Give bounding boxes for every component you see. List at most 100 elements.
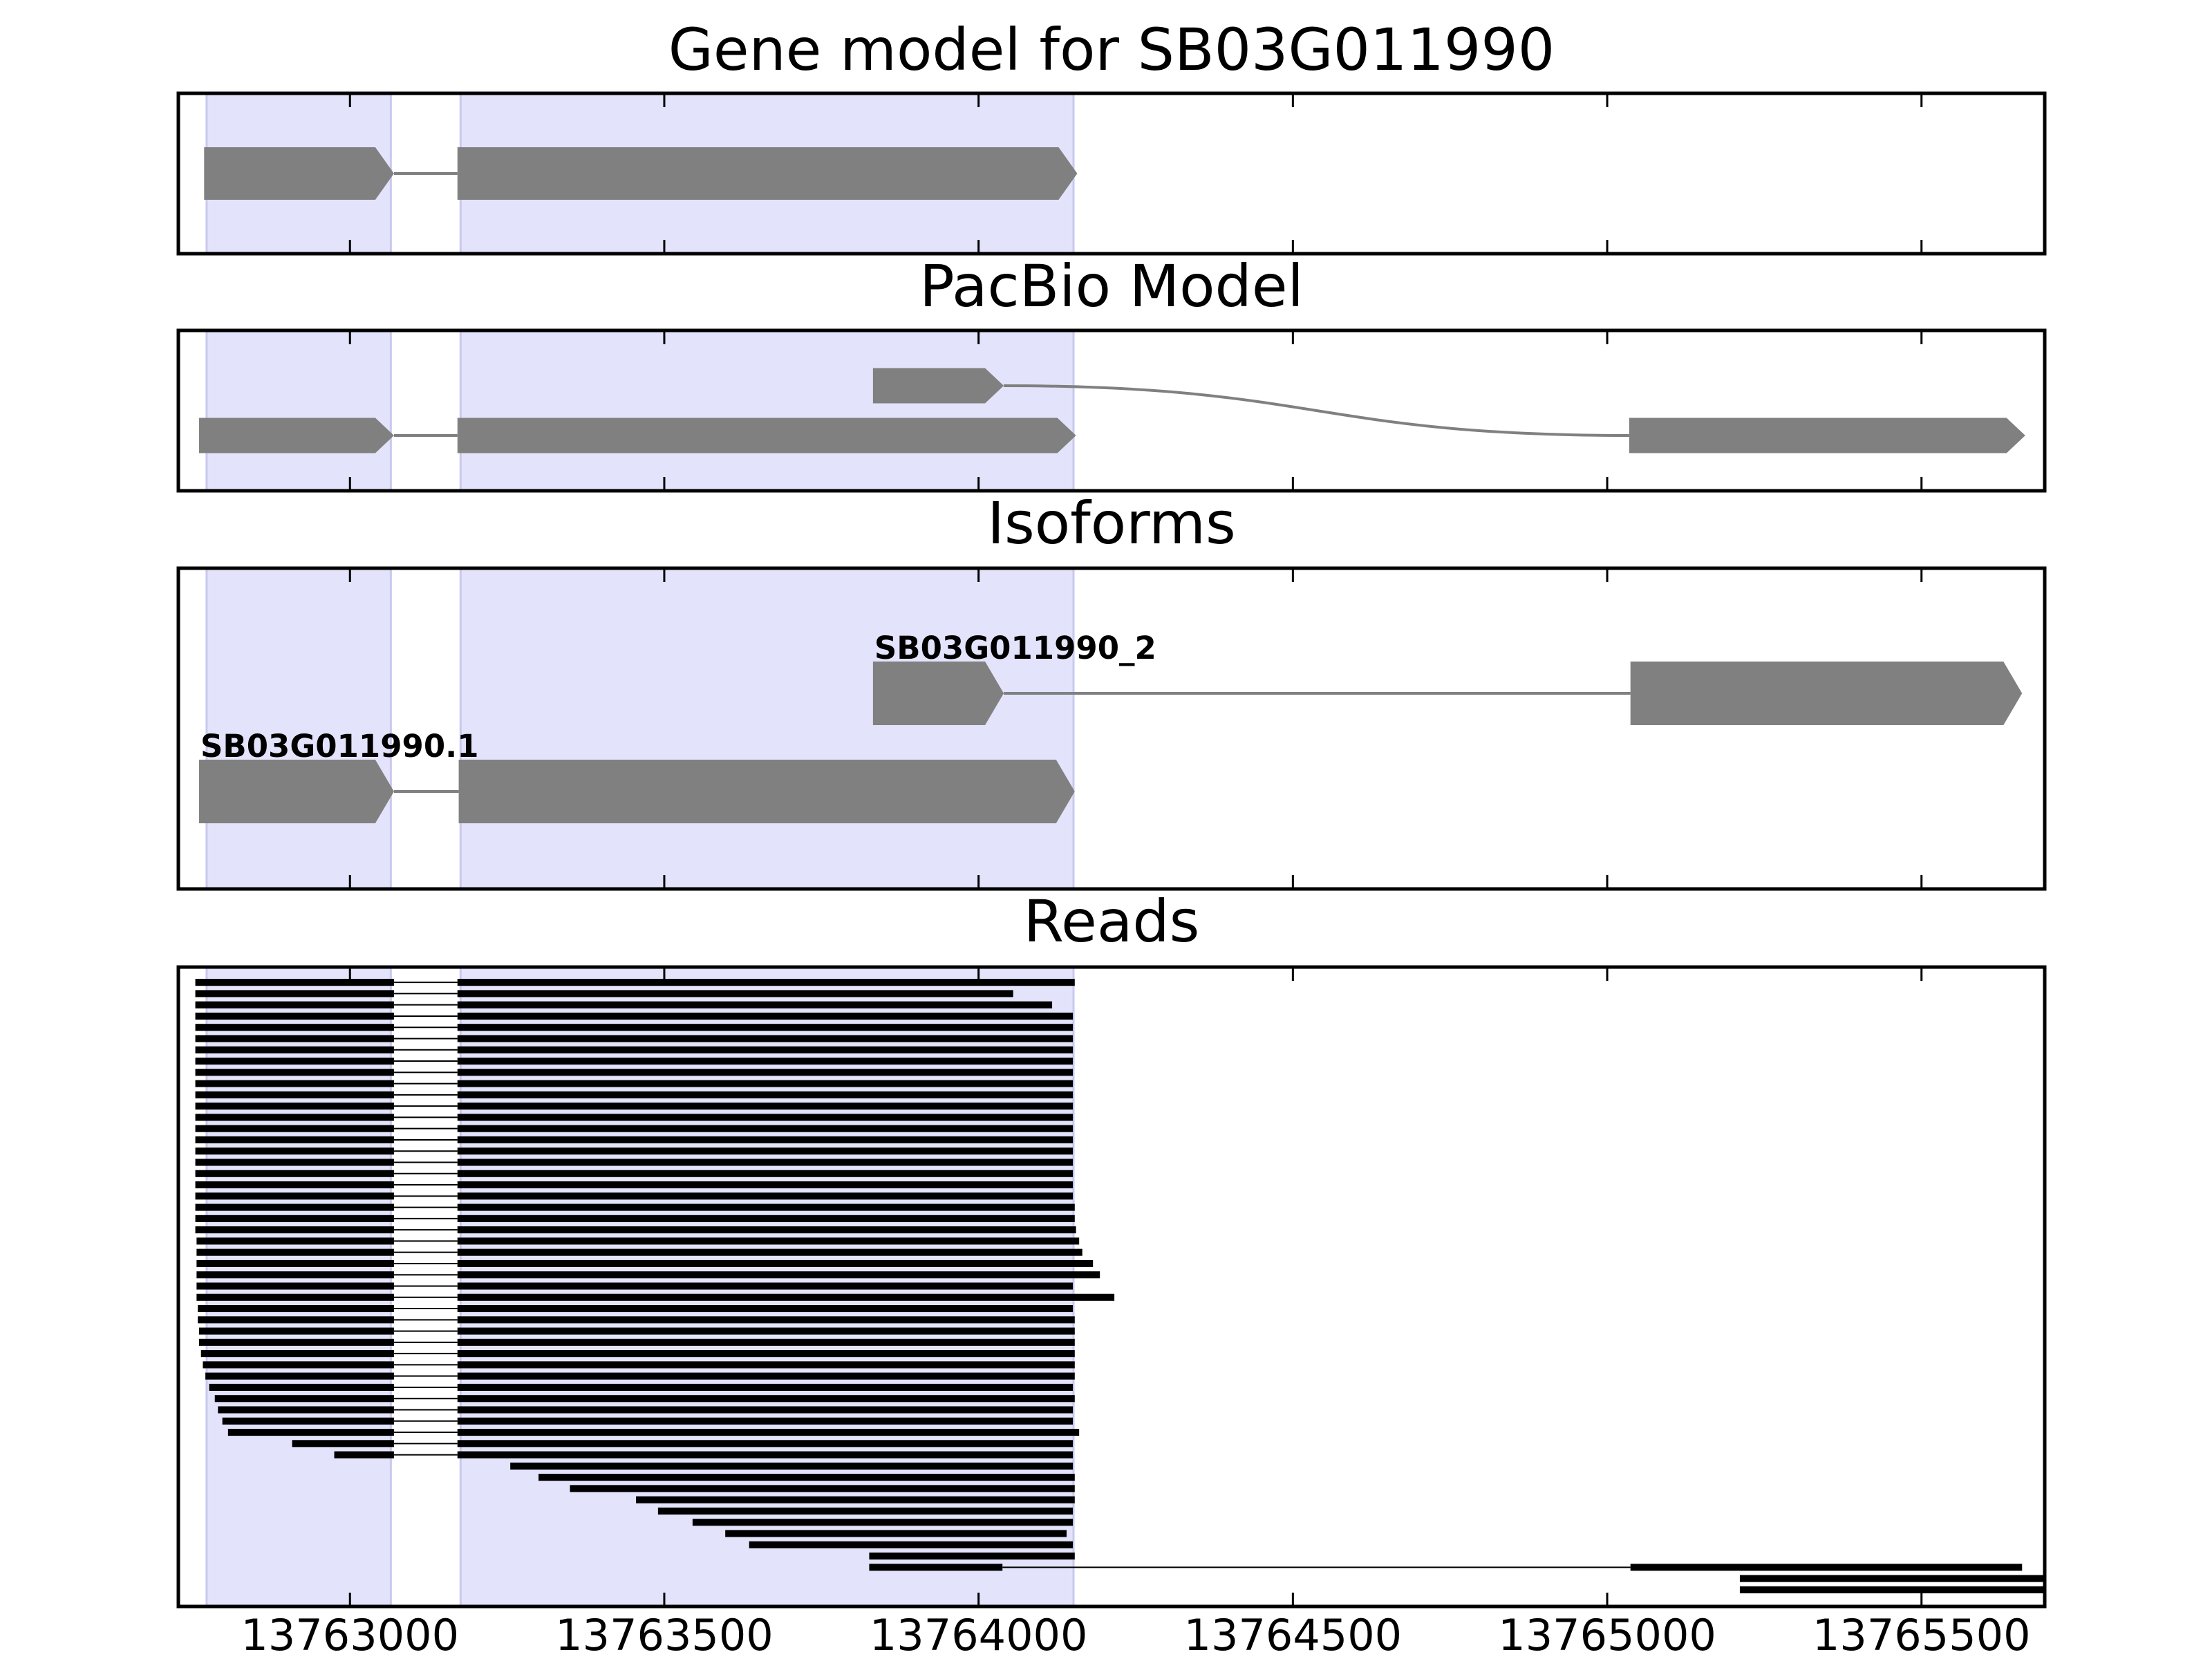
read-block <box>195 1181 394 1189</box>
exon <box>458 760 1075 823</box>
read-block <box>203 1361 394 1369</box>
x-tick-label: 13764000 <box>870 1610 1088 1659</box>
read-block <box>457 1338 1075 1346</box>
read-block <box>457 1147 1074 1155</box>
read-block <box>457 1159 1074 1166</box>
read-block <box>457 1316 1075 1324</box>
read-block <box>198 1305 394 1313</box>
read-block <box>457 1125 1074 1132</box>
panel <box>199 330 2025 491</box>
read-block <box>457 979 1075 986</box>
read-block <box>869 1553 1075 1560</box>
read-block <box>195 1136 394 1143</box>
read-block <box>198 1316 394 1324</box>
read-block <box>334 1451 394 1459</box>
panel <box>199 568 2023 889</box>
read-block <box>457 1103 1074 1110</box>
read-block <box>218 1406 394 1414</box>
panel-title: Reads <box>1024 888 1200 955</box>
read-block <box>457 1001 1053 1009</box>
read-block <box>195 1046 394 1053</box>
read-block <box>457 1046 1074 1053</box>
exon <box>1630 662 2023 725</box>
read-block <box>457 1451 1074 1459</box>
exon <box>872 662 1004 725</box>
read-block <box>457 1327 1075 1335</box>
read-block <box>657 1507 1074 1515</box>
read-block <box>195 1024 394 1031</box>
panel-frame <box>176 328 2047 493</box>
read-block <box>195 1159 394 1166</box>
x-tick-label: 13764500 <box>1184 1610 1403 1659</box>
intron <box>1004 384 1629 437</box>
exon-highlight <box>205 568 392 889</box>
read-block <box>457 1282 1074 1290</box>
read-block <box>195 1192 394 1200</box>
panel <box>204 93 1078 254</box>
read-block <box>292 1440 394 1447</box>
read-block <box>195 990 394 997</box>
exon <box>1629 418 2025 453</box>
read-block <box>195 1125 394 1132</box>
read-block <box>692 1519 1074 1526</box>
panel-title: Isoforms <box>987 489 1236 557</box>
read-block <box>869 1564 1003 1571</box>
exon <box>199 418 394 453</box>
exon <box>872 368 1004 404</box>
exon-highlight <box>205 330 392 491</box>
read-block <box>196 1282 394 1290</box>
read-block <box>457 1091 1074 1098</box>
read-block <box>457 1429 1080 1436</box>
read-block <box>195 979 394 986</box>
read-block <box>195 1091 394 1098</box>
read-block <box>195 1103 394 1110</box>
read-block <box>457 1259 1094 1267</box>
read-block <box>222 1417 394 1425</box>
read-block <box>196 1248 394 1256</box>
read-block <box>457 1035 1074 1042</box>
read-block <box>196 1237 394 1245</box>
read-block <box>457 1237 1080 1245</box>
isoform-label: SB03G011990.1 <box>200 728 479 765</box>
read-block <box>457 1417 1074 1425</box>
read-block <box>195 1080 394 1087</box>
read-block <box>195 1114 394 1121</box>
read-block <box>199 1327 394 1335</box>
read-block <box>510 1462 1074 1470</box>
read-block <box>214 1395 394 1403</box>
read-block <box>457 1069 1074 1076</box>
read-block <box>457 1114 1074 1121</box>
read-block <box>457 1293 1115 1301</box>
read-block <box>457 1383 1074 1391</box>
read-block <box>457 1136 1074 1143</box>
panel <box>195 967 2045 1606</box>
panel-frame <box>176 566 2047 891</box>
read-block <box>457 1170 1074 1177</box>
x-tick-label: 13763000 <box>241 1610 459 1659</box>
read-block <box>457 1372 1075 1380</box>
read-block <box>199 1338 394 1346</box>
panel-frame <box>176 965 2047 1609</box>
read-block <box>457 1203 1075 1211</box>
read-block <box>457 1215 1075 1222</box>
read-block <box>457 1271 1100 1279</box>
read-block <box>457 1361 1075 1369</box>
x-tick-label: 13765000 <box>1498 1610 1716 1659</box>
x-tick-label: 13765500 <box>1812 1610 2031 1659</box>
read-block <box>570 1485 1075 1492</box>
read-block <box>195 1203 394 1211</box>
read-block <box>1630 1564 2023 1571</box>
read-block <box>196 1259 394 1267</box>
read-block <box>195 1215 394 1222</box>
read-block <box>457 1024 1074 1031</box>
read-block <box>196 1271 394 1279</box>
read-block <box>195 1170 394 1177</box>
read-block <box>196 1293 394 1301</box>
read-block <box>457 1440 1074 1447</box>
read-block <box>749 1541 1074 1548</box>
read-block <box>227 1429 394 1436</box>
read-block <box>457 1080 1074 1087</box>
read-block <box>200 1350 394 1358</box>
exon-highlight <box>459 330 1075 491</box>
